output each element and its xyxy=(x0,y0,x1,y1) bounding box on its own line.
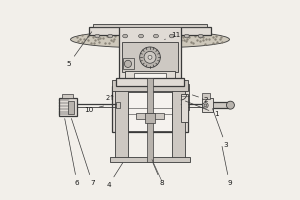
Bar xyxy=(119,25,181,86)
Bar xyxy=(123,58,134,69)
Ellipse shape xyxy=(169,34,174,38)
Ellipse shape xyxy=(198,34,203,38)
Ellipse shape xyxy=(154,34,158,38)
Circle shape xyxy=(226,101,234,109)
Bar xyxy=(112,80,188,91)
Text: 4: 4 xyxy=(106,163,123,188)
Circle shape xyxy=(202,103,208,108)
Text: 3: 3 xyxy=(212,109,228,148)
Bar xyxy=(115,84,128,160)
Text: 5: 5 xyxy=(66,32,92,67)
Ellipse shape xyxy=(70,31,230,48)
Bar xyxy=(172,84,185,160)
Text: 6: 6 xyxy=(65,119,80,186)
Bar xyxy=(148,87,152,131)
Bar xyxy=(202,98,213,112)
Text: 11: 11 xyxy=(164,32,180,39)
Bar xyxy=(61,94,73,98)
Bar xyxy=(181,94,188,122)
Ellipse shape xyxy=(123,34,128,38)
Bar xyxy=(58,98,76,116)
Bar xyxy=(125,71,175,87)
Bar xyxy=(212,102,230,108)
Circle shape xyxy=(124,60,131,67)
Bar xyxy=(128,92,172,131)
Text: 10: 10 xyxy=(84,106,104,113)
Bar xyxy=(147,78,153,162)
Circle shape xyxy=(148,55,152,59)
Text: 7: 7 xyxy=(71,119,95,186)
Ellipse shape xyxy=(95,34,100,38)
Bar xyxy=(145,113,155,123)
Text: 1: 1 xyxy=(185,101,219,117)
Text: 2: 2 xyxy=(192,95,208,103)
Circle shape xyxy=(140,47,160,68)
Text: 2↑: 2↑ xyxy=(106,95,116,101)
Text: 8: 8 xyxy=(153,163,164,186)
Ellipse shape xyxy=(108,34,113,38)
Bar xyxy=(68,101,74,114)
Bar xyxy=(89,27,211,35)
Bar xyxy=(136,113,164,119)
Bar xyxy=(202,93,210,99)
Bar xyxy=(181,84,189,110)
Ellipse shape xyxy=(184,34,189,38)
Bar xyxy=(110,157,190,162)
Ellipse shape xyxy=(139,34,143,38)
Bar xyxy=(93,24,207,27)
Bar xyxy=(134,73,166,85)
Bar xyxy=(122,42,178,72)
Bar xyxy=(116,78,184,86)
Text: 9: 9 xyxy=(222,146,232,186)
Bar xyxy=(116,102,120,108)
Circle shape xyxy=(144,51,156,63)
Bar xyxy=(112,86,188,132)
Circle shape xyxy=(204,104,207,107)
